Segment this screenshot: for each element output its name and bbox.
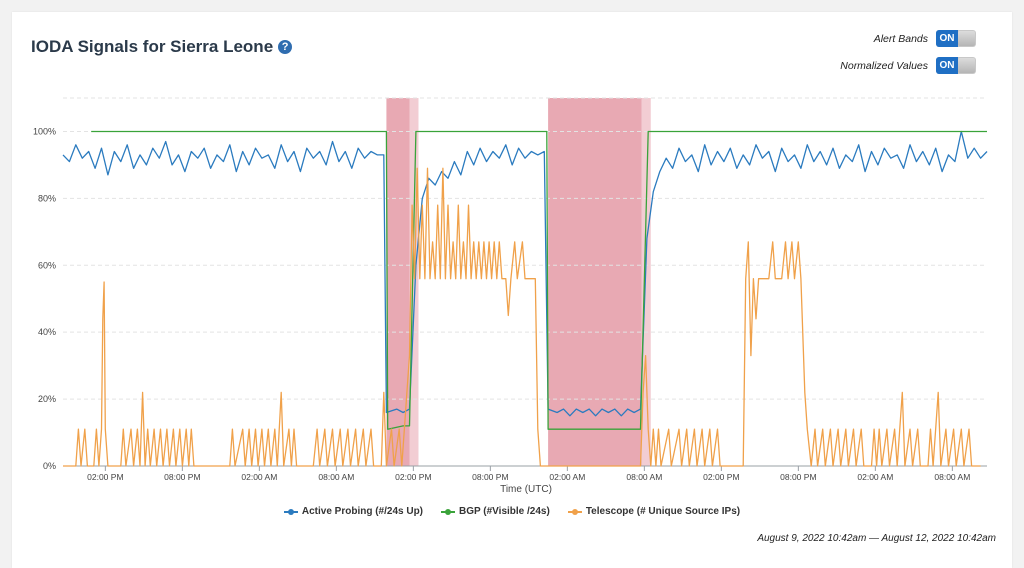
normalized-values-toggle-state: ON (936, 57, 958, 74)
legend-item-active-probing[interactable]: Active Probing (#/24s Up) (283, 506, 424, 517)
alert-band (386, 98, 410, 466)
alert-bands-toggle[interactable]: ON (936, 30, 976, 47)
legend-item-telescope[interactable]: Telescope (# Unique Source IPs) (567, 506, 741, 517)
x-tick-label: 08:00 PM (780, 472, 816, 482)
legend-label: Active Probing (#/24s Up) (301, 506, 424, 517)
y-axis-ticks: 0% 20% 40% 60% 80% 100% (33, 126, 56, 471)
series-line (63, 167, 981, 467)
x-tick-label: 08:00 AM (318, 472, 354, 482)
legend-marker (283, 508, 298, 515)
chart-legend: Active Probing (#/24s Up) BGP (#Visible … (0, 506, 1024, 517)
legend-label: Telescope (# Unique Source IPs) (585, 506, 741, 517)
alert-band (641, 98, 651, 466)
y-tick-label: 80% (38, 193, 56, 203)
time-range: August 9, 2022 10:42am — August 12, 2022… (757, 533, 996, 544)
alert-bands (386, 98, 651, 466)
toggle-knob (958, 58, 975, 73)
x-tick-label: 08:00 AM (934, 472, 970, 482)
y-tick-label: 0% (43, 461, 56, 471)
x-tick-label: 08:00 PM (472, 472, 508, 482)
x-tick-label: 02:00 AM (549, 472, 585, 482)
alert-bands-toggle-state: ON (936, 30, 958, 47)
normalized-values-toggle[interactable]: ON (936, 57, 976, 74)
x-axis-label: Time (UTC) (500, 484, 552, 495)
help-icon[interactable]: ? (278, 40, 293, 54)
normalized-values-label: Normalized Values (840, 59, 928, 72)
signals-card (12, 12, 1012, 568)
legend-label: BGP (#Visible /24s) (459, 506, 550, 517)
normalized-values-control: Normalized Values ON (840, 57, 976, 74)
x-tick-label: 08:00 AM (626, 472, 662, 482)
alert-bands-label: Alert Bands (873, 32, 928, 45)
alert-band (409, 98, 419, 466)
y-tick-label: 60% (38, 260, 56, 270)
signals-chart[interactable]: 0%20%40%60%80%100% 02:00 PM 08:00 PM 02:00… (0, 0, 1024, 500)
y-tick-label: 20% (38, 394, 56, 404)
legend-marker (567, 508, 582, 515)
x-tick-label: 02:00 PM (87, 472, 123, 482)
legend-marker (441, 508, 456, 515)
y-tick-label: 40% (38, 327, 56, 337)
legend-item-bgp[interactable]: BGP (#Visible /24s) (441, 506, 550, 517)
series-line (91, 130, 987, 430)
x-tick-label: 02:00 AM (241, 472, 277, 482)
page-title: IODA Signals for Sierra Leone? (31, 37, 293, 57)
toggle-knob (958, 31, 975, 46)
x-tick-label: 02:00 AM (857, 472, 893, 482)
alert-bands-control: Alert Bands ON (874, 30, 976, 47)
x-tick-label: 02:00 PM (395, 472, 431, 482)
alert-band (548, 98, 642, 466)
x-axis-ticks: 02:00 PM 08:00 PM 02:00 AM 08:00 AM 02:00 PM… (87, 466, 970, 482)
title-text: IODA Signals for Sierra Leone (31, 37, 274, 56)
x-tick-label: 02:00 PM (703, 472, 739, 482)
x-tick-label: 08:00 PM (164, 472, 200, 482)
series-line (62, 130, 988, 417)
y-tick-label: 100% (33, 126, 56, 136)
series-lines (62, 130, 988, 467)
